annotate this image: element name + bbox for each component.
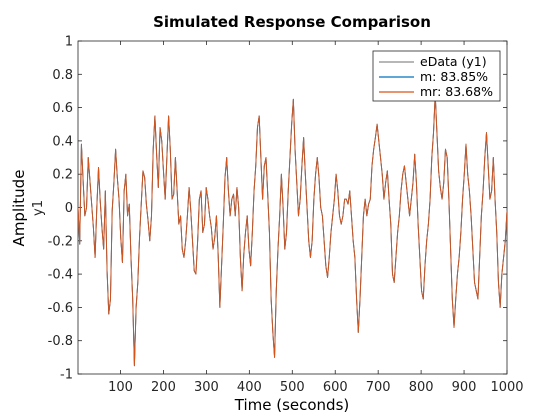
y-tick-label: -0.2 xyxy=(48,234,73,249)
axis-ticks: 100 200 300 400 500 600 700 800 900 1000 -1 -0.8 -0.… xyxy=(48,35,524,396)
x-tick-label: 100 xyxy=(108,380,133,395)
y-tick-label: 0.4 xyxy=(52,134,73,149)
y-tick-label: 0 xyxy=(65,201,73,216)
x-tick-label: 600 xyxy=(323,380,348,395)
x-tick-label: 500 xyxy=(280,380,305,395)
x-axis-label: Time (seconds) xyxy=(234,396,350,414)
y-tick-label: 0.6 xyxy=(52,101,73,116)
x-tick-label: 400 xyxy=(237,380,262,395)
legend-box xyxy=(372,50,501,102)
y-channel-label: y1 xyxy=(31,200,46,216)
x-tick-label: 300 xyxy=(194,380,219,395)
legend-label-mr: mr: 83.68% xyxy=(420,84,493,99)
x-tick-label: 900 xyxy=(452,380,477,395)
x-tick-label: 800 xyxy=(409,380,434,395)
y-tick-label: -0.4 xyxy=(48,268,73,283)
chart-title: Simulated Response Comparison xyxy=(153,13,431,31)
y-tick-label: 1 xyxy=(65,35,73,50)
y-tick-label: -1 xyxy=(60,368,73,383)
x-tick-label: 1000 xyxy=(490,380,523,395)
legend: eData (y1) m: 83.85% mr: 83.68% xyxy=(372,50,501,102)
legend-label-edata: eData (y1) xyxy=(420,54,487,69)
y-tick-label: -0.8 xyxy=(48,334,73,349)
x-tick-label: 700 xyxy=(366,380,391,395)
x-tick-label: 200 xyxy=(151,380,176,395)
y-tick-label: 0.8 xyxy=(52,68,73,83)
y-tick-label: -0.6 xyxy=(48,301,73,316)
y-axis-label: Amplitude xyxy=(10,170,28,247)
y-tick-label: 0.2 xyxy=(52,168,73,183)
legend-label-m: m: 83.85% xyxy=(420,69,488,84)
